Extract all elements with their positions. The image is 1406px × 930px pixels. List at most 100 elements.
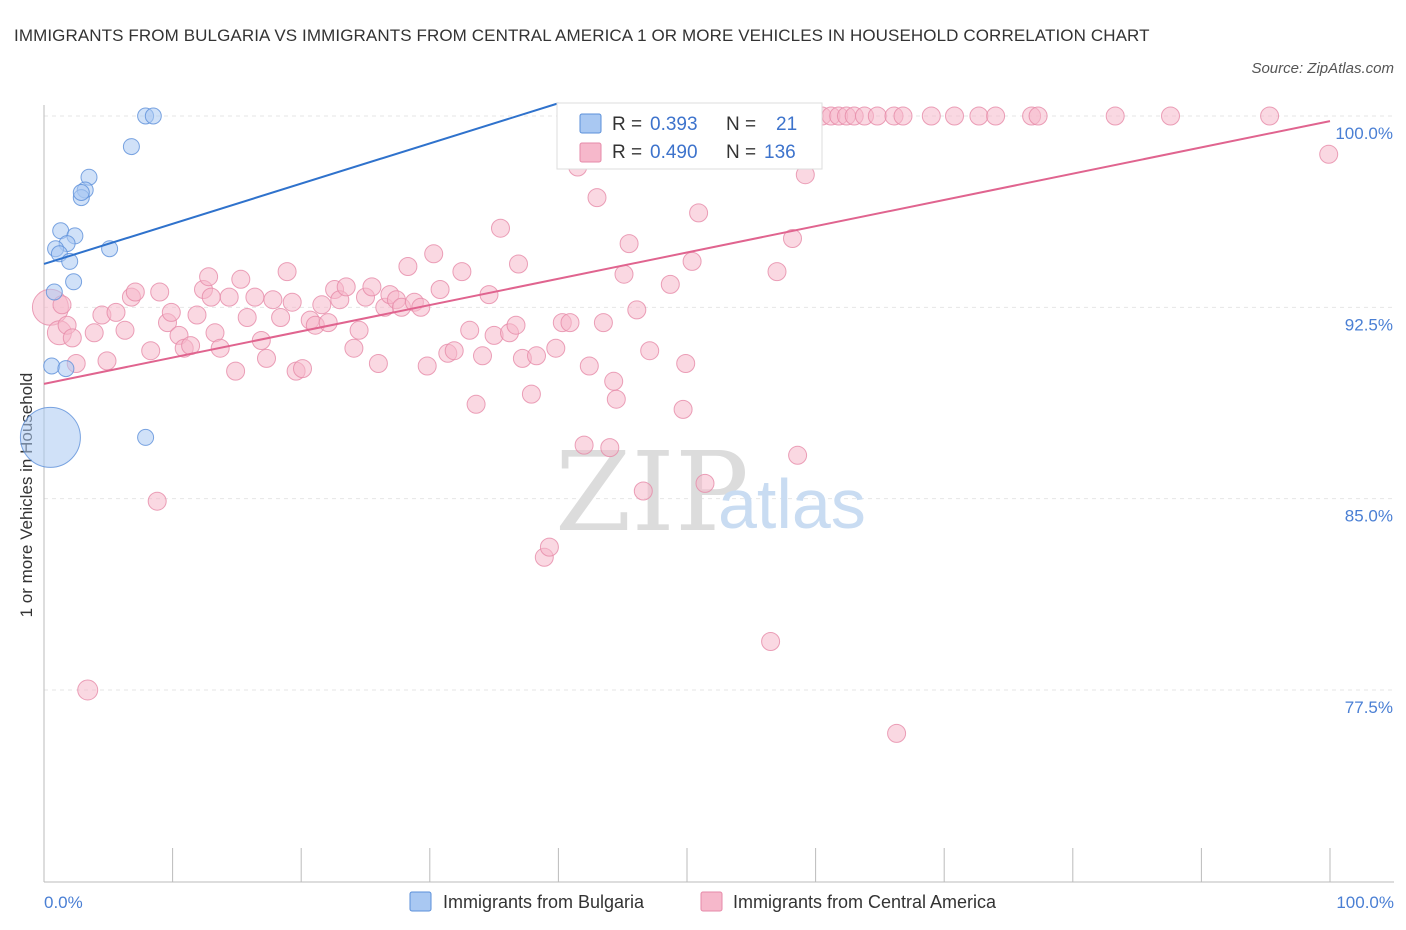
central-point-84: [606, 389, 626, 409]
bulgaria-point-19: [137, 428, 155, 446]
bottom-legend-label-central: Immigrants from Central America: [733, 892, 997, 912]
central-point-33: [277, 262, 297, 282]
central-point-134: [62, 328, 82, 348]
central-point-136: [201, 287, 221, 307]
y-tick-label-1: 85.0%: [1345, 507, 1393, 526]
central-point-27: [237, 308, 257, 327]
central-point-97: [695, 473, 715, 493]
central-point-126: [986, 106, 1006, 126]
chart-title: IMMIGRANTS FROM BULGARIA VS IMMIGRANTS F…: [14, 26, 1150, 45]
central-point-129: [1105, 106, 1125, 126]
central-point-128: [1028, 106, 1048, 126]
central-point-87: [627, 300, 647, 320]
bulgaria-point-16: [65, 273, 83, 291]
central-point-77: [560, 313, 580, 333]
bulgaria-trend-line: [43, 102, 559, 265]
central-point-110: [788, 445, 808, 465]
central-point-81: [587, 188, 607, 208]
central-point-24: [219, 287, 239, 307]
central-point-39: [312, 295, 332, 315]
axes: [43, 105, 1394, 883]
central-point-8: [115, 320, 135, 340]
central-point-61: [452, 262, 472, 282]
central-point-89: [640, 341, 660, 361]
central-point-106: [761, 632, 781, 651]
central-point-124: [945, 106, 964, 126]
bulgaria-point-17: [43, 357, 61, 375]
central-point-44: [344, 338, 364, 358]
legend-swatch-bulgaria: [579, 113, 602, 134]
central-point-71: [521, 384, 541, 404]
central-point-60: [444, 341, 464, 361]
y-tick-labels: 77.5% 85.0% 92.5% 100.0%: [1335, 124, 1393, 717]
central-point-139: [509, 254, 528, 274]
central-point-48: [368, 354, 388, 373]
central-point-92: [660, 274, 680, 294]
central-point-34: [282, 292, 302, 312]
central-point-57: [424, 244, 444, 264]
x-tick-label-left: 0.0%: [44, 893, 83, 912]
central-point-121: [887, 723, 907, 743]
x-tick-label-right: 100.0%: [1336, 893, 1394, 912]
central-point-107: [767, 262, 787, 282]
y-axis-title: 1 or more Vehicles in Household: [17, 373, 36, 618]
watermark-atlas: atlas: [718, 465, 866, 543]
y-tick-label-3: 100.0%: [1335, 124, 1393, 143]
central-point-96: [689, 203, 709, 223]
central-point-56: [417, 356, 437, 376]
central-point-133: [52, 295, 72, 315]
central-point-130: [1161, 106, 1180, 126]
bulgaria-point-7: [72, 184, 90, 201]
central-point-83: [600, 438, 620, 458]
central-point-28: [245, 287, 265, 307]
central-point-19: [187, 305, 207, 325]
central-point-95: [682, 251, 702, 271]
y-tick-label-0: 77.5%: [1345, 698, 1393, 717]
central-point-67: [491, 218, 510, 238]
central-point-11: [141, 341, 161, 361]
central-point-75: [546, 338, 566, 358]
y-tick-label-2: 92.5%: [1345, 315, 1393, 334]
central-point-58: [430, 280, 450, 299]
legend-swatch-central: [579, 142, 602, 163]
central-point-82: [593, 313, 613, 333]
legend-n-label-bulgaria: N =: [726, 114, 756, 135]
legend-r-value-central: 0.490: [650, 142, 698, 163]
trend-lines: [43, 102, 1331, 385]
bottom-legend-label-bulgaria: Immigrants from Bulgaria: [443, 892, 645, 912]
series-legend: Immigrants from Bulgaria Immigrants from…: [409, 891, 997, 912]
bulgaria-point-0: [19, 406, 81, 468]
central-point-109: [783, 229, 802, 248]
central-point-122: [893, 106, 913, 126]
central-point-137: [604, 371, 624, 391]
central-point-45: [349, 320, 369, 340]
central-point-119: [867, 106, 887, 126]
central-trend-line: [43, 120, 1331, 385]
central-point-2: [77, 679, 99, 701]
bulgaria-point-2: [122, 138, 140, 156]
legend-r-label-central: R =: [612, 142, 642, 163]
central-point-80: [579, 356, 599, 376]
central-point-125: [969, 106, 989, 126]
central-point-79: [574, 435, 594, 455]
central-point-7: [97, 351, 117, 371]
central-point-88: [633, 481, 653, 501]
central-point-15: [161, 302, 181, 322]
central-point-132: [1319, 144, 1339, 164]
central-point-21: [199, 267, 219, 287]
central-point-36: [293, 359, 312, 379]
legend-r-label-bulgaria: R =: [612, 114, 642, 135]
central-point-72: [527, 346, 546, 366]
bottom-legend-swatch-bulgaria: [409, 891, 432, 912]
central-america-points: [31, 106, 1339, 743]
grid-lines: [44, 115, 1394, 691]
source-label: Source: ZipAtlas.com: [1251, 60, 1394, 77]
central-point-63: [466, 394, 486, 414]
central-point-69: [506, 315, 526, 335]
central-point-64: [473, 346, 492, 366]
x-ticks: [43, 848, 1331, 882]
legend-n-label-central: N =: [726, 142, 756, 163]
central-point-131: [1260, 106, 1280, 126]
central-point-25: [226, 361, 246, 381]
